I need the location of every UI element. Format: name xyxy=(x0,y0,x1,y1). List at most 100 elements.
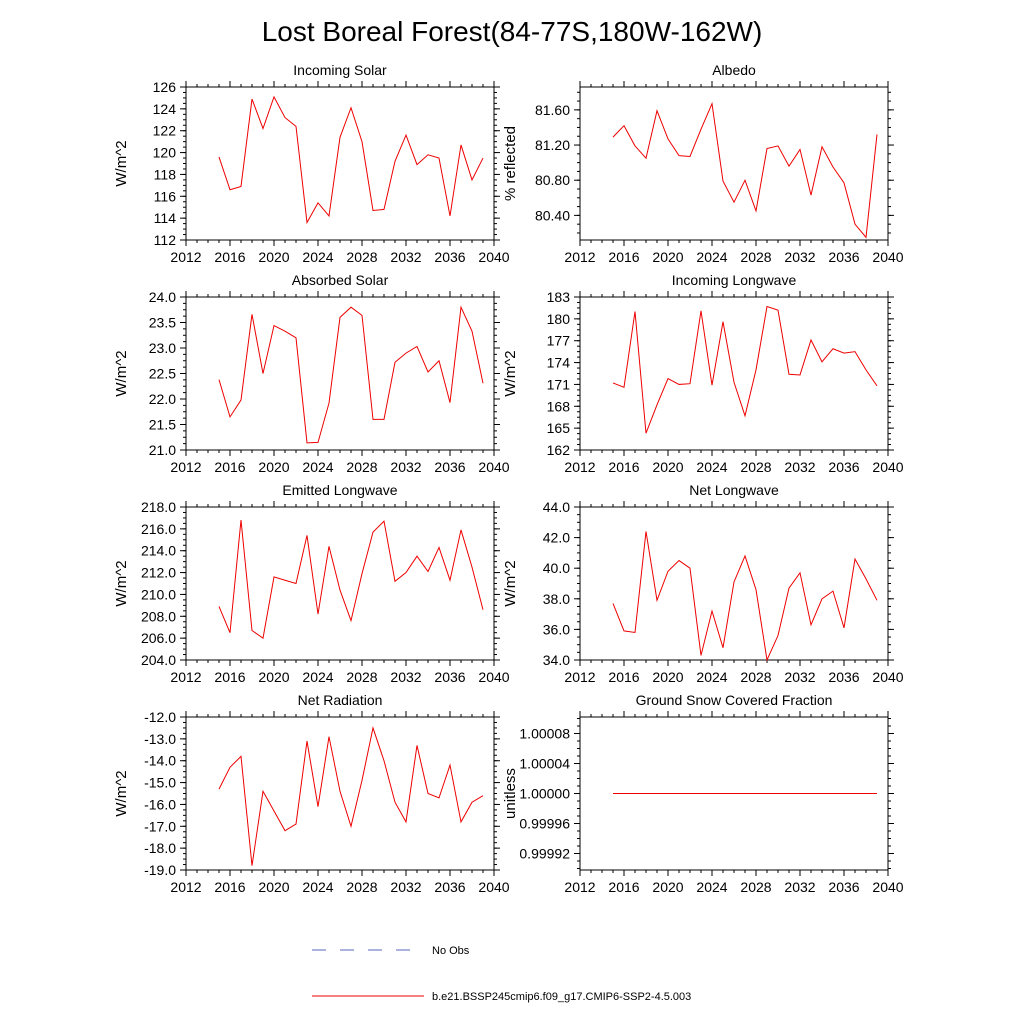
panel-title: Net Radiation xyxy=(298,692,383,708)
y-tick-label: 120 xyxy=(153,145,177,161)
y-tick-label: 21.5 xyxy=(149,417,176,433)
y-tick-label: 21.0 xyxy=(149,442,176,458)
y-tick-label: 34.0 xyxy=(543,652,570,668)
y-tick-label: 165 xyxy=(547,420,571,436)
y-tick-label: 210.0 xyxy=(141,586,176,602)
y-tick-label: 177 xyxy=(547,333,571,349)
panel-incoming-longwave: Incoming Longwave 2012 2016 2020 2024 2028 203… xyxy=(502,272,904,475)
y-tick-label: 81.20 xyxy=(535,137,570,153)
y-tick-label: -19.0 xyxy=(144,862,176,878)
x-tick-label: 2012 xyxy=(564,669,595,685)
panel-title: Incoming Solar xyxy=(293,62,387,78)
x-tick-label: 2028 xyxy=(346,249,377,265)
x-tick-label: 2040 xyxy=(478,459,509,475)
x-tick-label: 2040 xyxy=(478,669,509,685)
panel-emitted-longwave: Emitted Longwave 2012 2016 2020 2024 2028 2032… xyxy=(113,482,510,685)
legend-obs-label: No Obs xyxy=(432,945,470,957)
y-tick-label: 1.00000 xyxy=(519,786,570,802)
x-tick-label: 2012 xyxy=(564,249,595,265)
x-tick-label: 2032 xyxy=(784,669,815,685)
x-tick-label: 2032 xyxy=(390,669,421,685)
x-tick-label: 2016 xyxy=(214,249,245,265)
x-tick-label: 2028 xyxy=(740,459,771,475)
panel-title: Net Longwave xyxy=(689,482,779,498)
x-tick-label: 2028 xyxy=(740,879,771,895)
y-tick-label: 44.0 xyxy=(543,499,570,515)
series-line xyxy=(218,95,484,225)
series-line xyxy=(612,305,878,434)
x-tick-label: 2040 xyxy=(478,249,509,265)
panel-incoming-solar: Incoming Solar 2012 2016 2020 2024 2028 2032 20… xyxy=(113,62,510,265)
x-tick-label: 2036 xyxy=(434,879,465,895)
y-tick-label: 174 xyxy=(547,355,571,371)
x-tick-label: 2036 xyxy=(434,459,465,475)
y-tick-label: 80.80 xyxy=(535,172,570,188)
y-tick-label: 208.0 xyxy=(141,608,176,624)
series-line xyxy=(612,531,878,662)
plot-frame xyxy=(579,86,889,241)
legend: No Obs b.e21.BSSP245cmip6.f09_g17.CMIP6-… xyxy=(312,945,691,1003)
x-tick-label: 2024 xyxy=(302,459,333,475)
y-tick-label: 114 xyxy=(154,210,177,226)
y-tick-label: 214.0 xyxy=(141,543,176,559)
y-tick-label: 80.40 xyxy=(535,207,570,223)
x-tick-label: 2016 xyxy=(214,879,245,895)
x-tick-label: 2032 xyxy=(784,879,815,895)
x-tick-label: 2036 xyxy=(828,459,859,475)
chart-panels: Incoming Solar 2012 2016 2020 2024 2028 2032 20… xyxy=(113,62,904,895)
x-tick-label: 2028 xyxy=(346,879,377,895)
y-tick-label: 0.99992 xyxy=(519,846,570,862)
x-tick-label: 2012 xyxy=(170,249,201,265)
y-tick-label: 180 xyxy=(547,311,571,327)
y-tick-label: 118 xyxy=(154,166,177,182)
panel-net-longwave: Net Longwave 2012 2016 2020 2024 2028 2032 2036… xyxy=(502,482,904,685)
x-tick-label: 2020 xyxy=(258,249,289,265)
x-tick-label: 2020 xyxy=(258,669,289,685)
panel-absorbed-solar: Absorbed Solar 2012 2016 2020 2024 2028 2032 20… xyxy=(113,272,510,475)
legend-model-label: b.e21.BSSP245cmip6.f09_g17.CMIP6-SSP2-4.… xyxy=(432,991,691,1003)
y-axis-label: W/m^2 xyxy=(502,350,519,396)
y-tick-label: 24.0 xyxy=(149,289,176,305)
y-tick-label: 162 xyxy=(547,442,571,458)
panel-title: Incoming Longwave xyxy=(672,272,797,288)
x-tick-label: 2032 xyxy=(390,879,421,895)
x-tick-label: 2024 xyxy=(302,669,333,685)
x-tick-label: 2028 xyxy=(740,249,771,265)
y-tick-label: 22.5 xyxy=(149,366,176,382)
y-axis-label: W/m^2 xyxy=(113,140,130,186)
x-tick-label: 2040 xyxy=(872,249,903,265)
y-tick-label: -16.0 xyxy=(144,796,176,812)
y-tick-label: -15.0 xyxy=(144,775,176,791)
y-tick-label: 23.5 xyxy=(149,315,176,331)
x-tick-label: 2016 xyxy=(608,669,639,685)
x-tick-label: 2012 xyxy=(170,669,201,685)
y-axis-label: % reflected xyxy=(502,126,519,201)
y-tick-label: 122 xyxy=(153,123,177,139)
series-line xyxy=(218,305,484,444)
panel-title: Albedo xyxy=(712,62,756,78)
y-tick-label: 218.0 xyxy=(141,499,176,515)
x-tick-label: 2016 xyxy=(608,249,639,265)
y-tick-label: -18.0 xyxy=(144,840,176,856)
x-tick-label: 2032 xyxy=(390,249,421,265)
y-axis-label: W/m^2 xyxy=(502,560,519,606)
y-tick-label: 0.99996 xyxy=(519,816,570,832)
series-line xyxy=(218,726,484,866)
y-tick-label: 183 xyxy=(547,289,571,305)
x-tick-label: 2024 xyxy=(696,249,727,265)
figure-title: Lost Boreal Forest(84-77S,180W-162W) xyxy=(262,16,763,47)
x-tick-label: 2036 xyxy=(828,879,859,895)
x-tick-label: 2032 xyxy=(390,459,421,475)
y-tick-label: 204.0 xyxy=(141,652,176,668)
x-tick-label: 2016 xyxy=(214,459,245,475)
x-tick-label: 2036 xyxy=(828,669,859,685)
plot-frame xyxy=(185,716,495,871)
x-tick-label: 2020 xyxy=(652,249,683,265)
x-tick-label: 2020 xyxy=(652,459,683,475)
x-tick-label: 2028 xyxy=(740,669,771,685)
y-tick-label: 112 xyxy=(154,232,177,248)
x-tick-label: 2032 xyxy=(784,249,815,265)
x-tick-label: 2036 xyxy=(434,249,465,265)
panel-albedo: Albedo 2012 2016 2020 2024 2028 2032 2036 2040 80… xyxy=(502,62,904,265)
x-tick-label: 2024 xyxy=(302,249,333,265)
